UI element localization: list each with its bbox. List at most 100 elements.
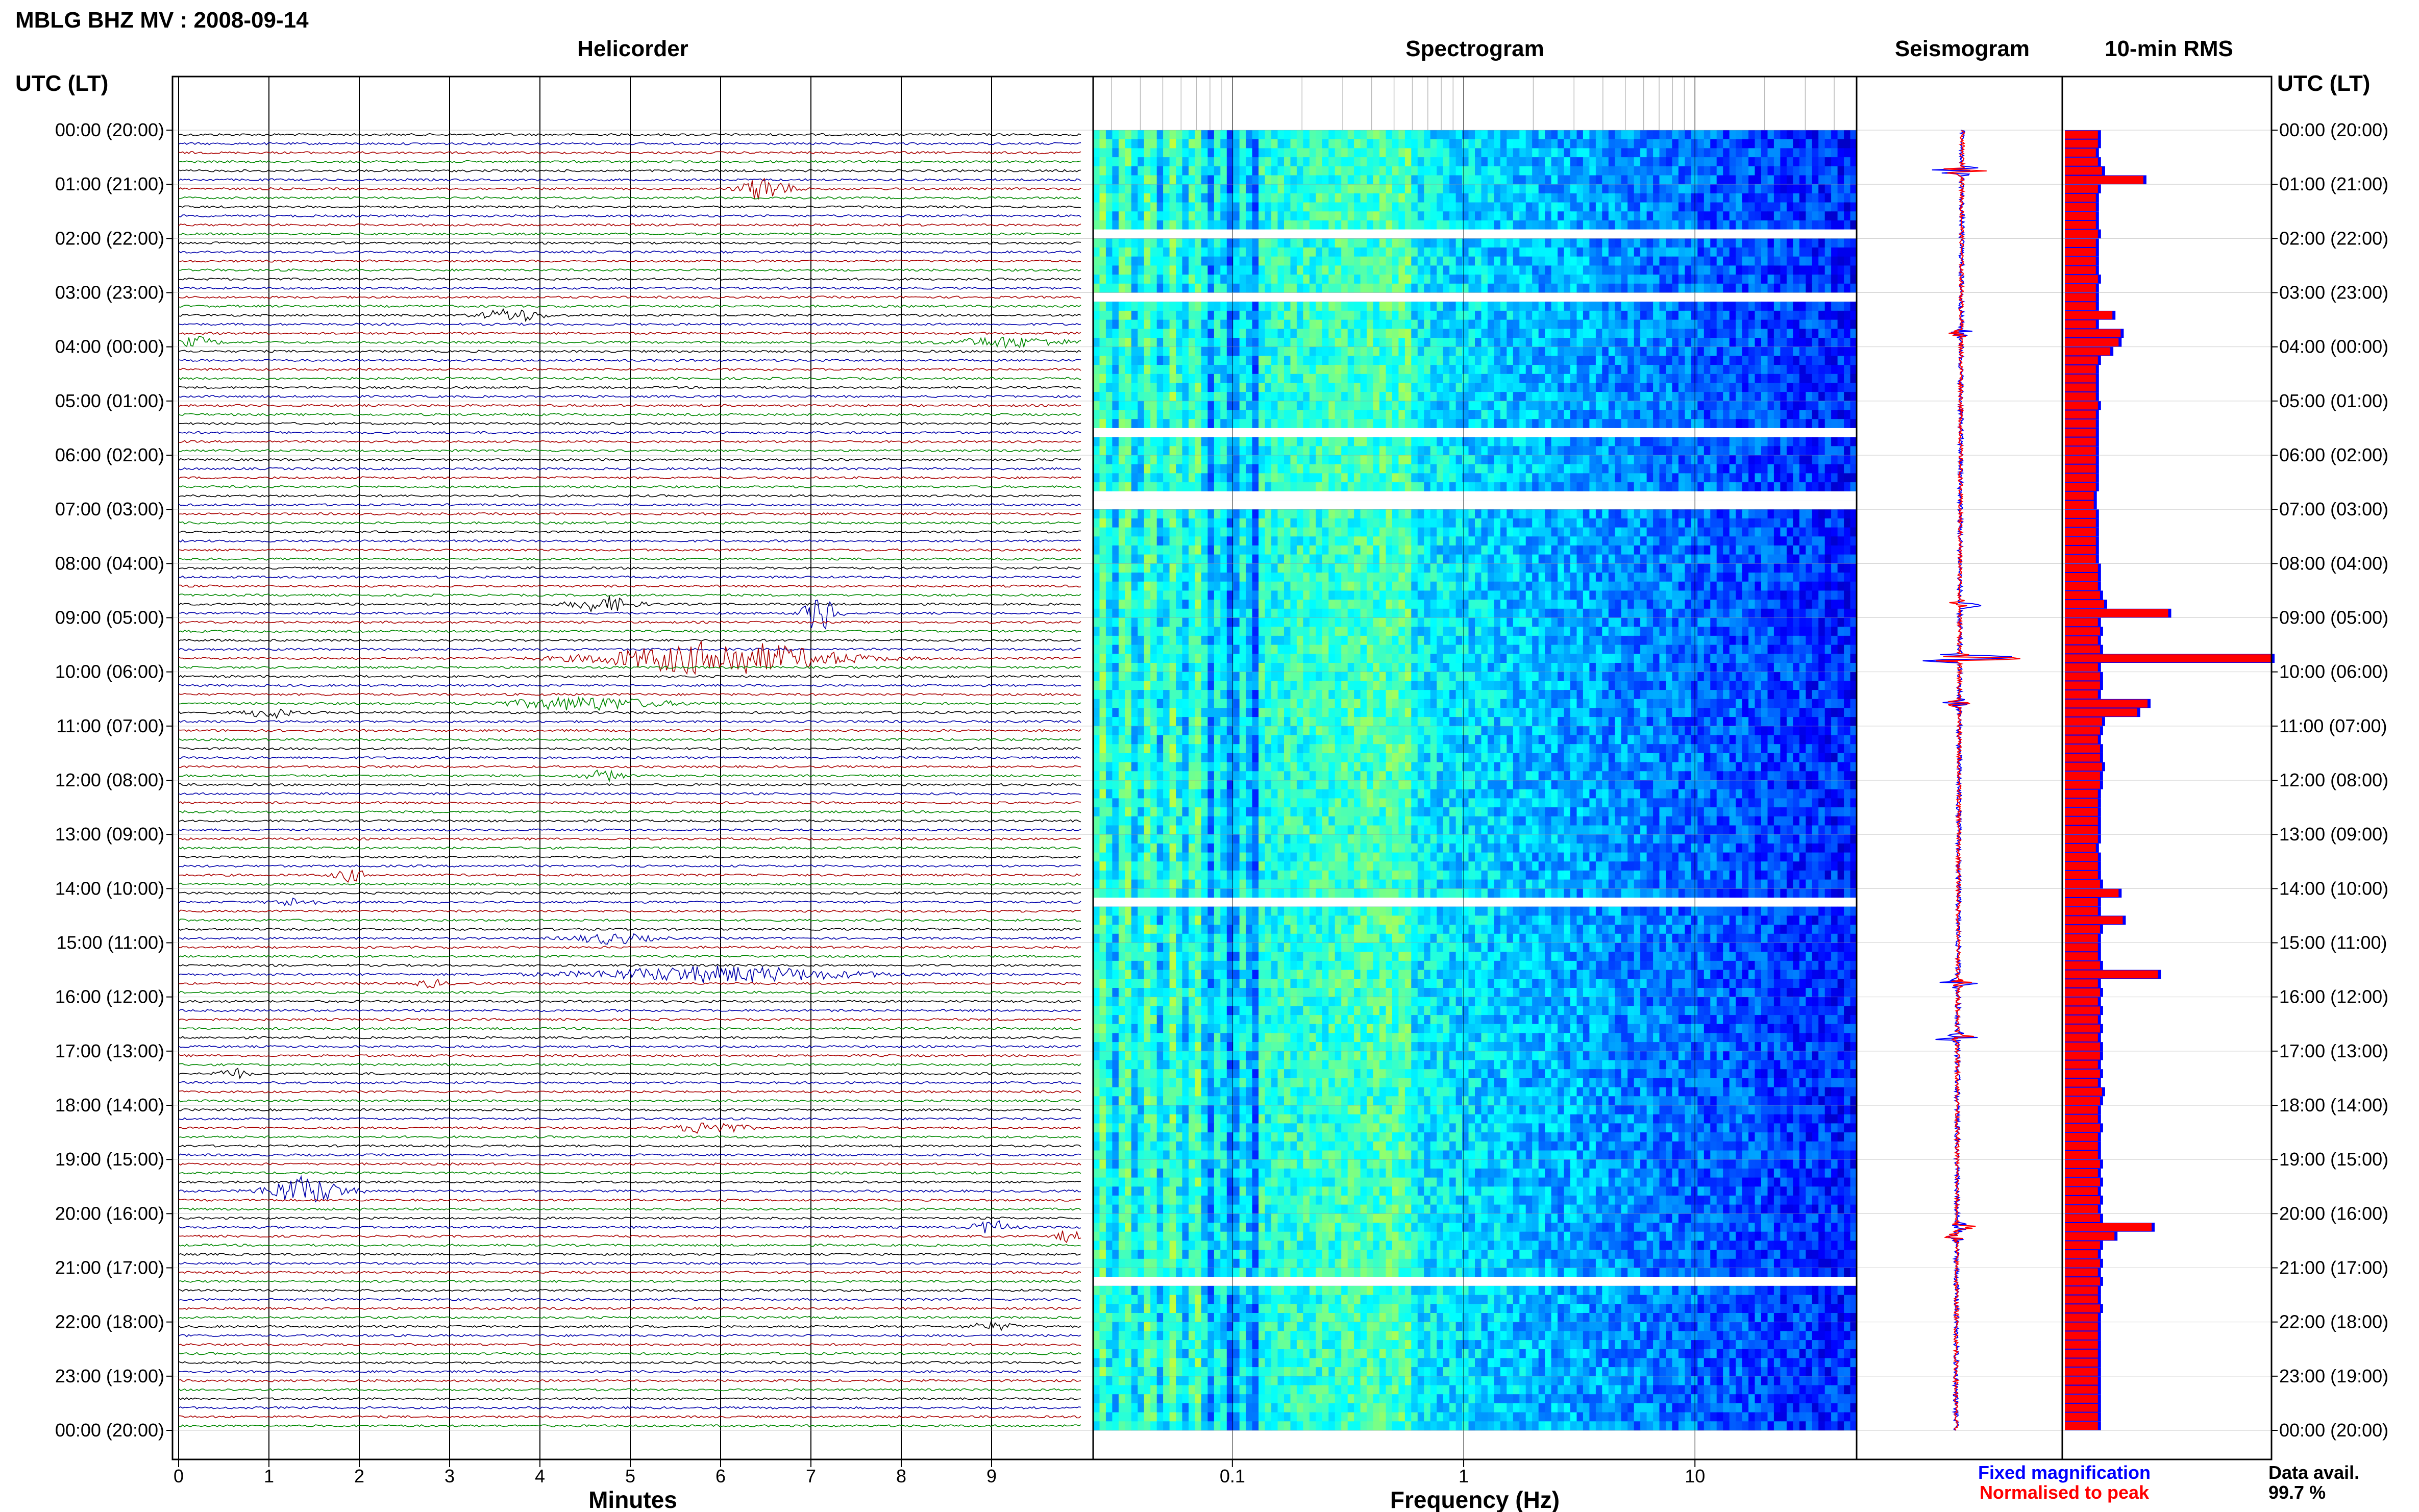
spectrogram-cell xyxy=(1214,139,1221,148)
spectrogram-cell xyxy=(1367,338,1373,347)
spectrogram-cell xyxy=(1100,157,1106,166)
spectrogram-cell xyxy=(1748,220,1755,230)
spectrogram-cell xyxy=(1615,410,1621,419)
spectrogram-cell xyxy=(1379,284,1386,293)
spectrogram-cell xyxy=(1176,193,1182,203)
spectrogram-cell xyxy=(1341,176,1348,185)
spectrogram-cell xyxy=(1240,329,1246,338)
spectrogram-cell xyxy=(1583,238,1590,247)
spectrogram-cell xyxy=(1144,419,1151,428)
spectrogram-cell xyxy=(1539,437,1545,447)
spectrogram-cell xyxy=(1704,473,1711,482)
spectrogram-cell xyxy=(1278,374,1285,383)
spectrogram-cell xyxy=(1697,320,1704,329)
spectrogram-cell xyxy=(1278,257,1285,266)
spectrogram-cell xyxy=(1583,220,1590,230)
spectrogram-cell xyxy=(1653,509,1660,518)
spectrogram-cell xyxy=(1170,446,1176,455)
spectrogram-cell xyxy=(1564,518,1571,528)
spectrogram-cell xyxy=(1240,139,1246,148)
spectrogram-cell xyxy=(1596,275,1602,284)
spectrogram-cell xyxy=(1189,365,1195,374)
spectrogram-cell xyxy=(1666,455,1672,464)
spectrogram-cell xyxy=(1494,383,1500,392)
spectrogram-cell xyxy=(1551,347,1558,356)
spectrogram-cell xyxy=(1182,347,1189,356)
spectrogram-cell xyxy=(1609,446,1615,455)
spectrogram-cell xyxy=(1189,166,1195,176)
spectrogram-cell xyxy=(1157,374,1164,383)
spectrogram-cell xyxy=(1214,238,1221,247)
spectrogram-cell xyxy=(1799,284,1806,293)
spectrogram-cell xyxy=(1373,193,1380,203)
spectrogram-cell xyxy=(1424,383,1430,392)
spectrogram-cell xyxy=(1551,437,1558,447)
spectrogram-cell xyxy=(1214,284,1221,293)
spectrogram-cell xyxy=(1170,338,1176,347)
spectrogram-cell xyxy=(1532,338,1539,347)
spectrogram-cell xyxy=(1093,383,1100,392)
spectrogram-cell xyxy=(1577,302,1584,311)
spectrogram-cell xyxy=(1469,356,1475,365)
spectrogram-cell xyxy=(1539,203,1545,212)
spectrogram-cell xyxy=(1373,203,1380,212)
spectrogram-cell xyxy=(1697,392,1704,401)
spectrogram-cell xyxy=(1138,446,1144,455)
spectrogram-cell xyxy=(1838,139,1844,148)
spectrogram-cell xyxy=(1278,193,1285,203)
spectrogram-cell xyxy=(1392,473,1399,482)
spectrogram-cell xyxy=(1157,455,1164,464)
spectrogram-cell xyxy=(1653,446,1660,455)
spectrogram-cell xyxy=(1717,157,1723,166)
spectrogram-cell xyxy=(1233,528,1240,537)
spectrogram-cell xyxy=(1627,130,1634,139)
spectrogram-cell xyxy=(1144,536,1151,546)
spectrogram-cell xyxy=(1341,356,1348,365)
spectrogram-cell xyxy=(1278,275,1285,284)
spectrogram-cell xyxy=(1316,302,1322,311)
spectrogram-cell xyxy=(1335,347,1342,356)
spectrogram-cell xyxy=(1532,257,1539,266)
spectrogram-cell xyxy=(1138,238,1144,247)
spectrogram-cell xyxy=(1443,193,1450,203)
spectrogram-cell xyxy=(1730,311,1736,320)
spectrogram-cell xyxy=(1125,392,1131,401)
spectrogram-cell xyxy=(1354,473,1361,482)
spectrogram-cell xyxy=(1475,238,1482,247)
spectrogram-cell xyxy=(1596,419,1602,428)
spectrogram-cell xyxy=(1361,464,1367,474)
spectrogram-cell xyxy=(1844,392,1850,401)
spectrogram-cell xyxy=(1462,455,1469,464)
spectrogram-cell xyxy=(1570,166,1577,176)
spectrogram-cell xyxy=(1806,446,1812,455)
spectrogram-cell xyxy=(1596,410,1602,419)
spectrogram-cell xyxy=(1150,238,1157,247)
spectrogram-cell xyxy=(1367,482,1373,491)
spectrogram-cell xyxy=(1341,437,1348,447)
spectrogram-cell xyxy=(1825,464,1832,474)
spectrogram-cell xyxy=(1284,302,1291,311)
spectrogram-cell xyxy=(1392,130,1399,139)
spectrogram-cell xyxy=(1189,203,1195,212)
spectrogram-cell xyxy=(1621,356,1628,365)
spectrogram-cell xyxy=(1736,311,1742,320)
spectrogram-cell xyxy=(1379,238,1386,247)
spectrogram-cell xyxy=(1138,536,1144,546)
spectrogram-cell xyxy=(1736,392,1742,401)
spectrogram-cell xyxy=(1411,265,1418,275)
spectrogram-cell xyxy=(1825,401,1832,410)
spectrogram-cell xyxy=(1214,482,1221,491)
spectrogram-cell xyxy=(1558,176,1564,185)
spectrogram-cell xyxy=(1494,347,1500,356)
spectrogram-cell xyxy=(1475,302,1482,311)
spectrogram-cell xyxy=(1150,203,1157,212)
spectrogram-cell xyxy=(1252,419,1259,428)
spectrogram-cell xyxy=(1252,365,1259,374)
spectrogram-cell xyxy=(1577,437,1584,447)
spectrogram-cell xyxy=(1462,157,1469,166)
spectrogram-cell xyxy=(1189,482,1195,491)
spectrogram-cell xyxy=(1787,203,1793,212)
spectrogram-cell xyxy=(1100,148,1106,157)
spectrogram-cell xyxy=(1367,203,1373,212)
spectrogram-cell xyxy=(1348,528,1354,537)
